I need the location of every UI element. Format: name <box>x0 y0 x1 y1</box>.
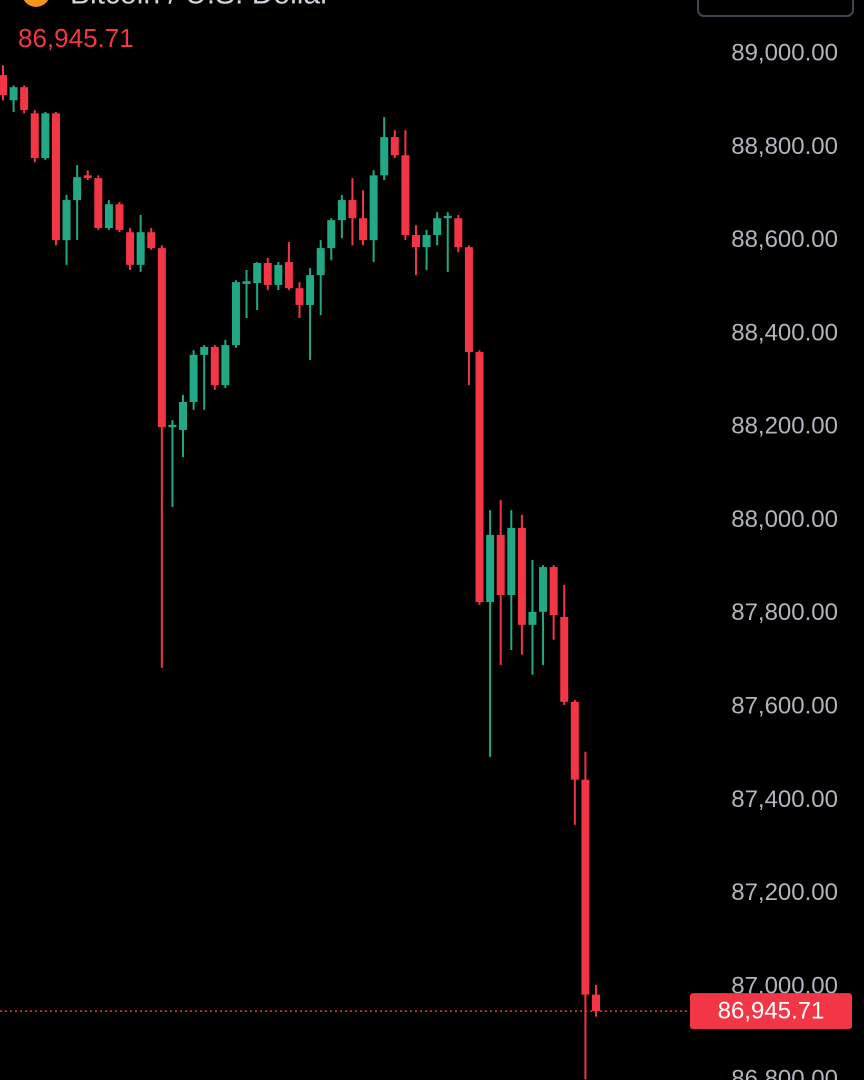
candle-body <box>263 263 272 285</box>
candle-body <box>306 275 315 305</box>
candle-body <box>443 215 452 219</box>
candle-body <box>359 218 368 241</box>
y-tick-label: 87,400.00 <box>731 786 838 813</box>
candle-body <box>104 204 113 229</box>
candle-body <box>210 346 219 386</box>
candle-body <box>549 567 558 616</box>
candle-body <box>136 232 145 265</box>
candle-body <box>231 282 240 346</box>
y-tick-label: 87,600.00 <box>731 693 838 720</box>
y-tick-label: 88,200.00 <box>731 413 838 440</box>
chart-title: Bitcoin / U.S. Dollar <box>70 0 330 11</box>
candle-body <box>348 200 357 219</box>
candle-body <box>242 281 251 284</box>
candle-body <box>401 155 410 236</box>
candle-body <box>411 235 420 248</box>
y-tick-label: 88,400.00 <box>731 319 838 346</box>
candle-body <box>284 262 293 289</box>
y-tick-label: 86,800.00 <box>731 1066 838 1080</box>
candle-body <box>83 175 92 179</box>
candle-body <box>337 200 346 221</box>
candle-body <box>422 235 431 248</box>
candle-body <box>221 345 230 386</box>
candle-body <box>592 994 600 1012</box>
candle-body <box>380 137 389 176</box>
candle-body <box>528 611 537 625</box>
candle-body <box>147 232 156 249</box>
candle-body <box>179 401 188 430</box>
candle-body <box>390 137 399 156</box>
candle-body <box>253 263 262 284</box>
candle-body <box>115 204 124 230</box>
candle-body <box>20 87 29 111</box>
last-price-header: 86,945.71 <box>18 23 134 53</box>
last-price-tag <box>690 993 852 1030</box>
y-tick-label: 88,600.00 <box>731 226 838 253</box>
candle-body <box>454 218 463 248</box>
menu-button[interactable] <box>697 0 854 17</box>
candle-body <box>9 87 18 101</box>
y-tick-label: 89,000.00 <box>731 40 838 67</box>
y-tick-label: 88,800.00 <box>731 133 838 160</box>
candle-body <box>41 113 50 159</box>
candle-body <box>539 567 548 612</box>
last-price-label: 86,945.71 <box>718 998 825 1025</box>
candle-body <box>316 248 325 276</box>
candle-body <box>126 232 135 265</box>
candle-body <box>62 200 71 241</box>
candle-body <box>274 264 283 285</box>
candle-body <box>168 424 177 428</box>
candle-body <box>517 527 526 625</box>
candle-body <box>560 616 569 702</box>
candle-body <box>507 527 516 596</box>
candle-body <box>189 354 198 402</box>
candle-body <box>51 113 60 241</box>
candle-body <box>581 779 590 995</box>
candle-body <box>157 248 166 428</box>
candle-body <box>295 288 304 305</box>
candle-body <box>433 218 442 236</box>
symbol-icon <box>23 0 49 7</box>
candle-body <box>570 701 579 780</box>
candle-body <box>30 113 39 159</box>
candle-body <box>0 75 7 96</box>
candle-body <box>369 175 378 241</box>
candle-body <box>200 346 209 355</box>
candle-body <box>475 352 484 603</box>
y-tick-label: 87,800.00 <box>731 599 838 626</box>
candle-body <box>486 534 495 603</box>
y-tick-label: 87,200.00 <box>731 879 838 906</box>
y-tick-label: 88,000.00 <box>731 506 838 533</box>
candle-body <box>73 177 82 201</box>
candle-body <box>94 178 103 229</box>
candle-body <box>464 247 473 353</box>
candle-body <box>496 534 505 596</box>
candle-body <box>327 220 336 249</box>
